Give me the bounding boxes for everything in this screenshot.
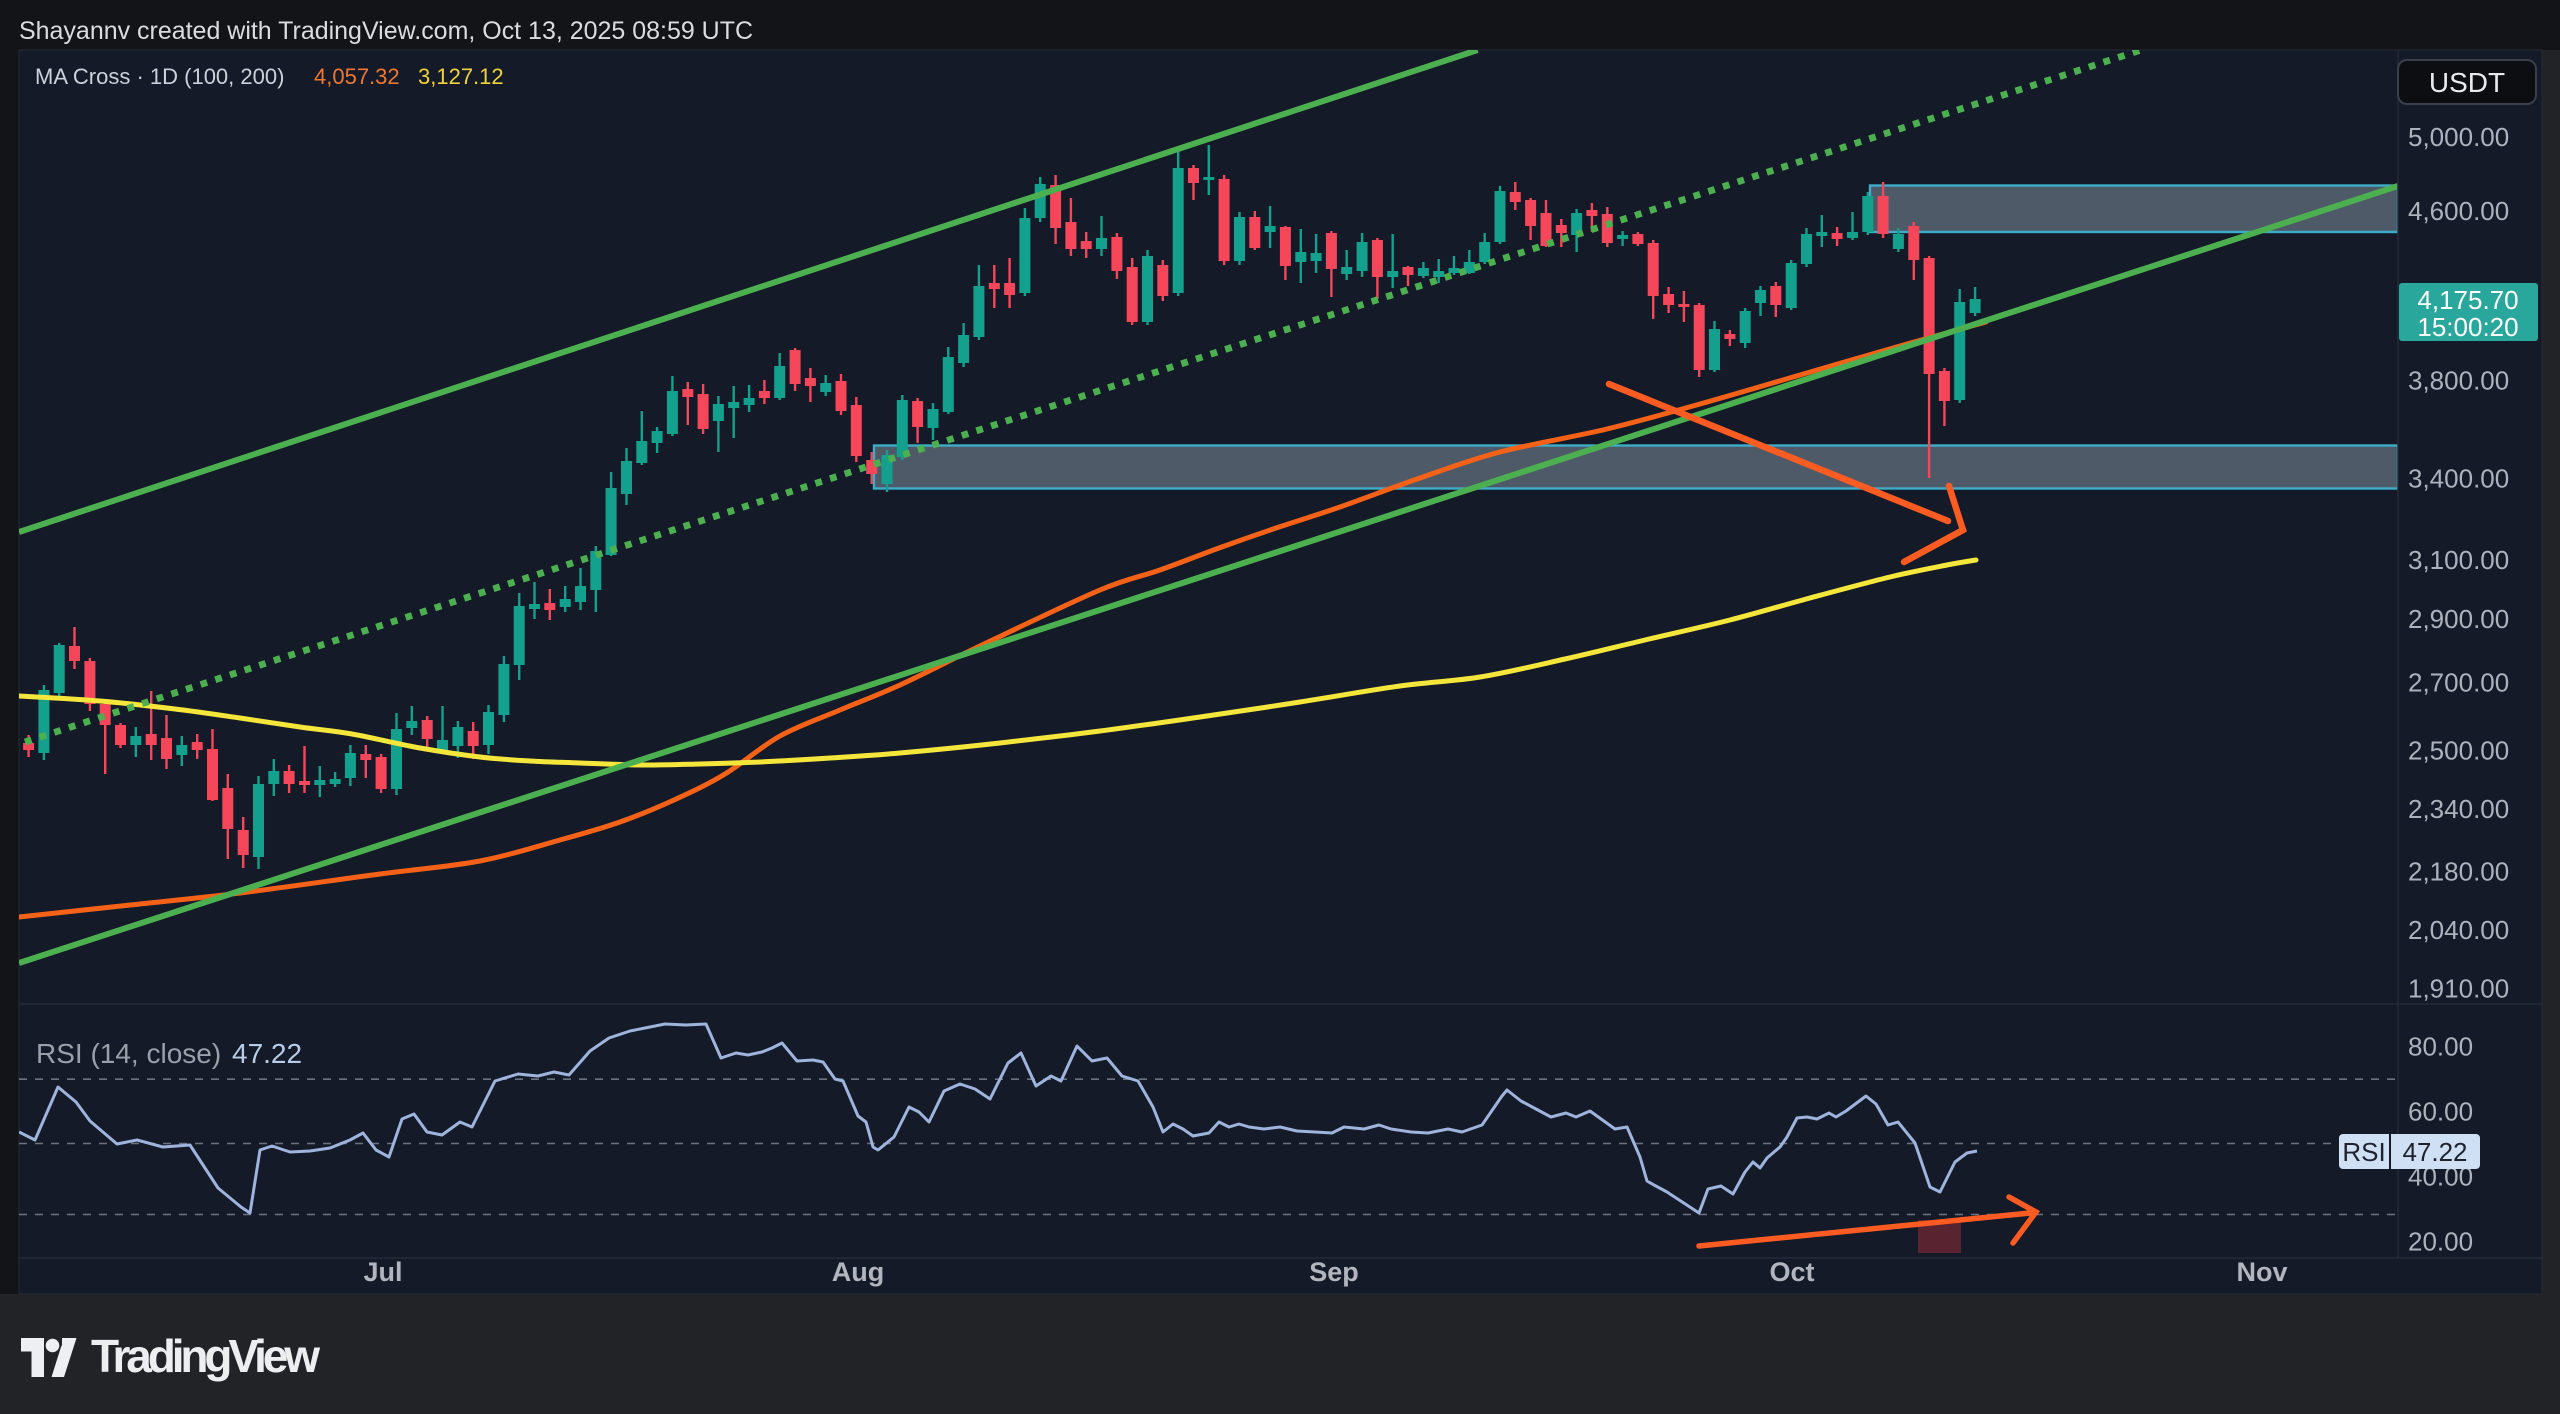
svg-text:2,700.00: 2,700.00 — [2408, 668, 2509, 698]
svg-text:4,600.00: 4,600.00 — [2408, 196, 2509, 226]
svg-text:60.00: 60.00 — [2408, 1097, 2473, 1127]
svg-text:Sep: Sep — [1309, 1257, 1359, 1287]
svg-text:Shayannv created with TradingV: Shayannv created with TradingView.com, O… — [19, 17, 753, 45]
svg-text:Aug: Aug — [832, 1257, 884, 1287]
svg-text:RSI: RSI — [2342, 1137, 2385, 1167]
svg-text:Oct: Oct — [1769, 1257, 1814, 1287]
svg-text:3,100.00: 3,100.00 — [2408, 545, 2509, 575]
svg-text:Jul: Jul — [363, 1257, 402, 1287]
svg-text:2,500.00: 2,500.00 — [2408, 736, 2509, 766]
svg-text:3,400.00: 3,400.00 — [2408, 464, 2509, 494]
svg-text:80.00: 80.00 — [2408, 1032, 2473, 1062]
svg-text:5,000.00: 5,000.00 — [2408, 122, 2509, 152]
svg-text:RSI (14, close): RSI (14, close) — [36, 1038, 221, 1069]
svg-text:47.22: 47.22 — [2402, 1137, 2467, 1167]
svg-text:2,340.00: 2,340.00 — [2408, 794, 2509, 824]
svg-text:1,910.00: 1,910.00 — [2408, 973, 2509, 1003]
svg-text:47.22: 47.22 — [232, 1038, 302, 1069]
svg-text:3,127.12: 3,127.12 — [418, 64, 504, 89]
svg-text:15:00:20: 15:00:20 — [2417, 312, 2518, 342]
svg-text:2,900.00: 2,900.00 — [2408, 604, 2509, 634]
svg-text:Nov: Nov — [2236, 1257, 2287, 1287]
svg-text:TradingView: TradingView — [91, 1330, 320, 1382]
svg-text:4,175.70: 4,175.70 — [2417, 285, 2518, 315]
svg-text:20.00: 20.00 — [2408, 1227, 2473, 1257]
svg-text:2,180.00: 2,180.00 — [2408, 857, 2509, 887]
svg-text:USDT: USDT — [2429, 67, 2505, 98]
svg-text:4,057.32: 4,057.32 — [314, 64, 400, 89]
svg-text:3,800.00: 3,800.00 — [2408, 365, 2509, 395]
svg-text:2,040.00: 2,040.00 — [2408, 915, 2509, 945]
svg-text:MA Cross · 1D (100, 200): MA Cross · 1D (100, 200) — [35, 64, 284, 89]
